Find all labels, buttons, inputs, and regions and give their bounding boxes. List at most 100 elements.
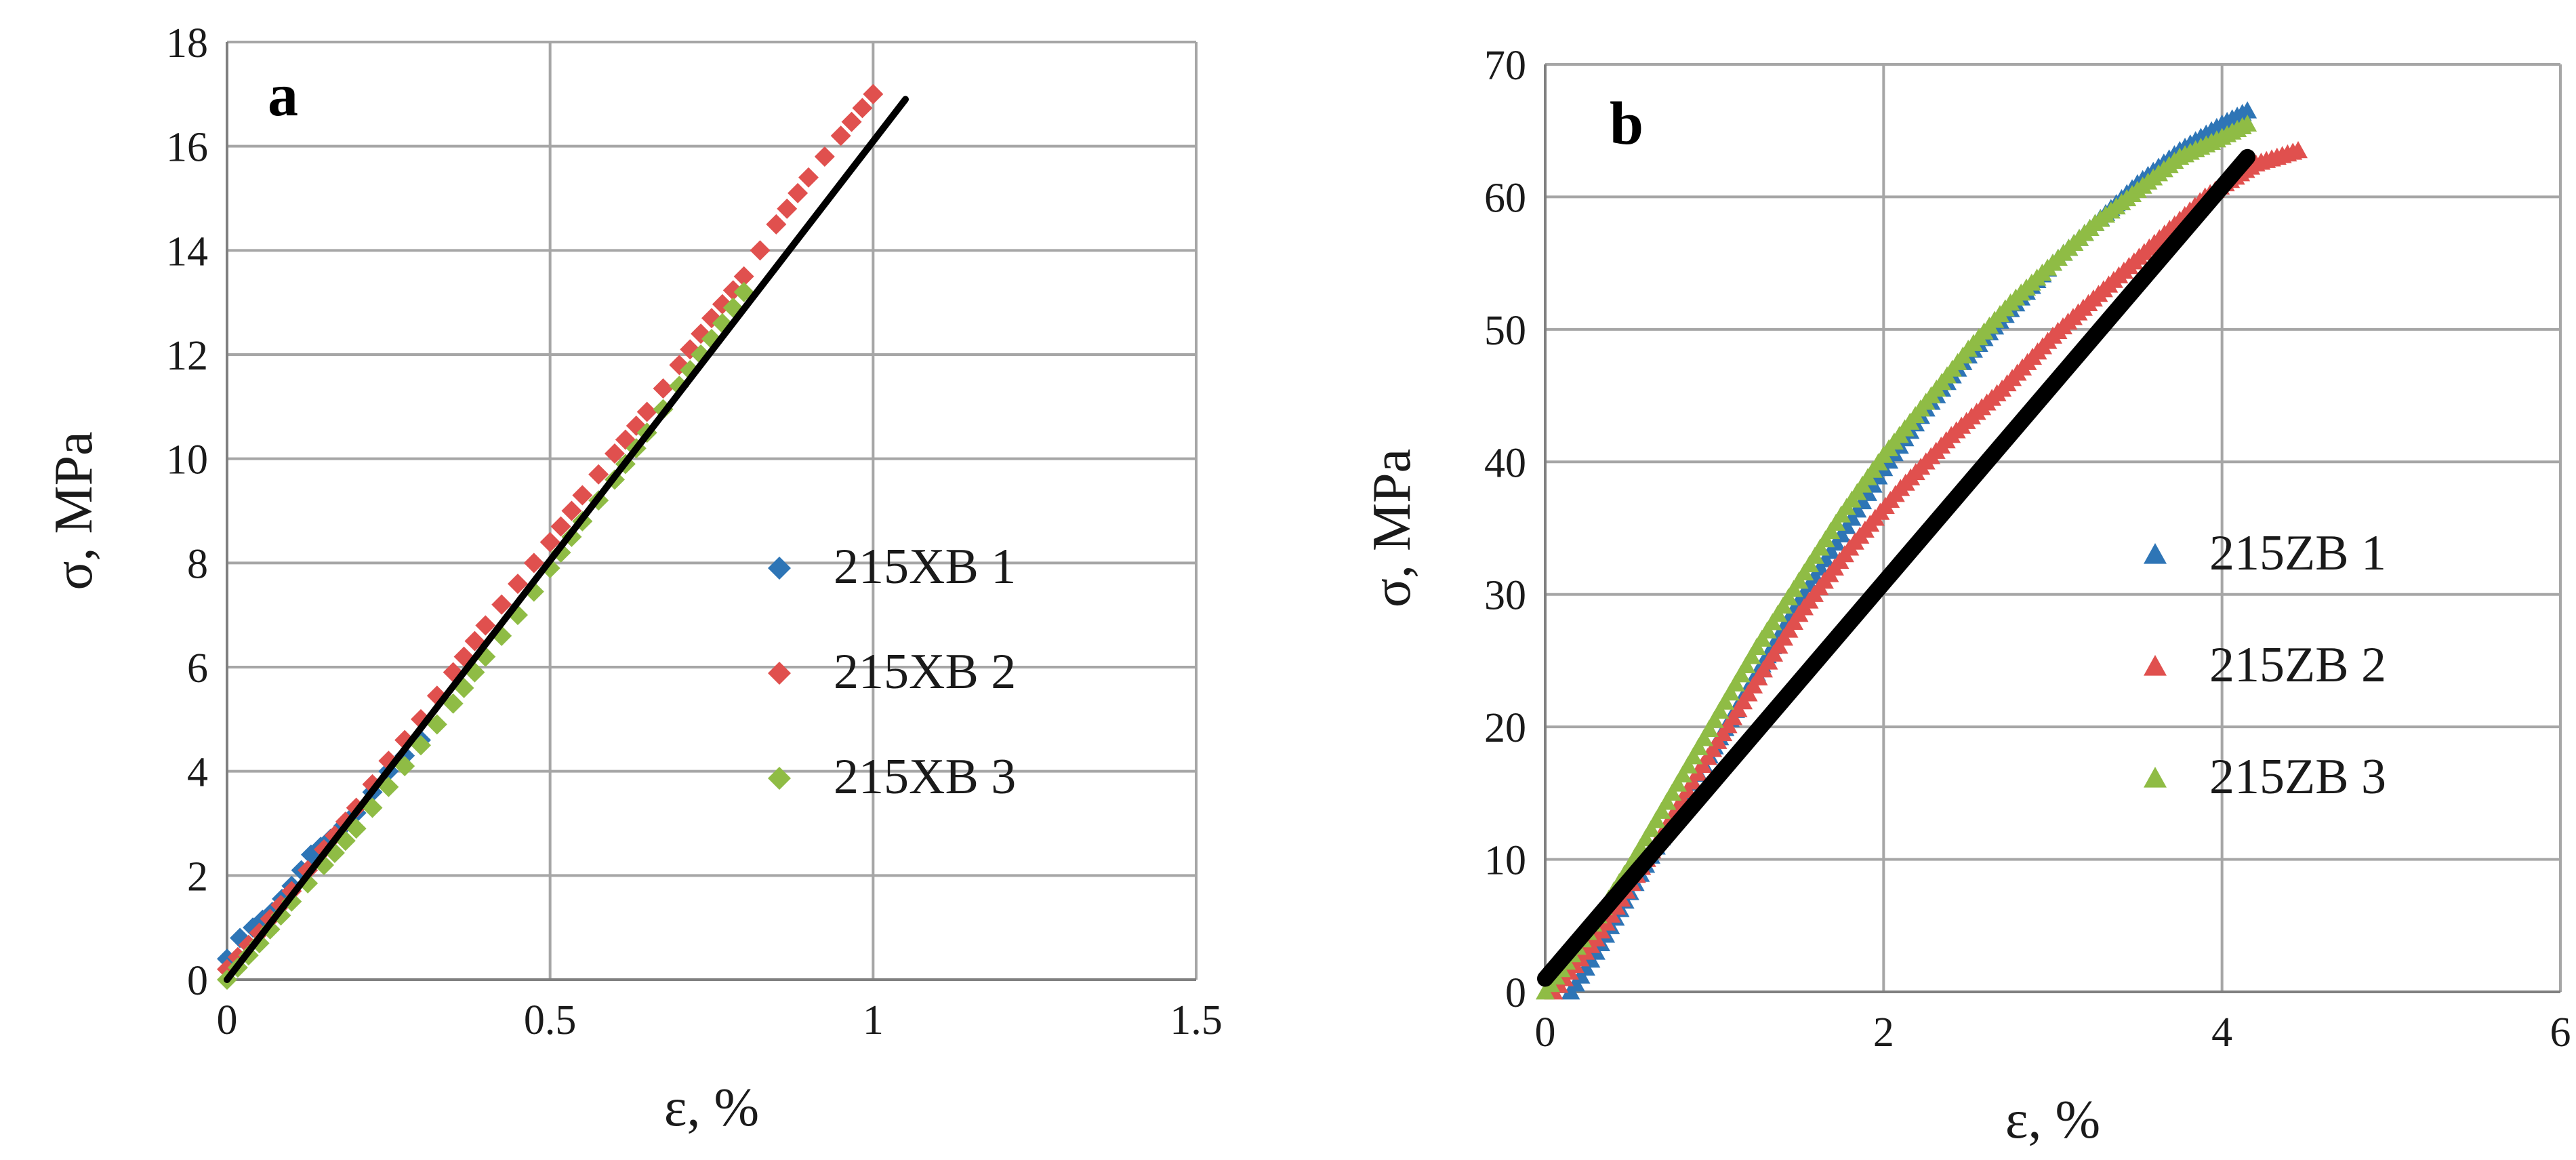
data-point: [475, 615, 496, 636]
y-axis-label: σ, MPa: [1362, 449, 1422, 607]
x-axis-label: ε, %: [2005, 1090, 2100, 1150]
data-point: [1725, 674, 1745, 692]
legend-marker: [2144, 767, 2167, 788]
y-tick-label: 6: [187, 645, 208, 692]
data-point: [523, 553, 544, 574]
y-tick-label: 50: [1484, 308, 1526, 354]
x-axis-label: ε, %: [664, 1078, 759, 1138]
y-tick-label: 60: [1484, 175, 1526, 221]
data-point: [1721, 683, 1740, 701]
data-point: [863, 83, 884, 104]
y-tick-label: 0: [1505, 970, 1526, 1016]
data-point: [750, 240, 771, 261]
y-tick-label: 40: [1484, 440, 1526, 486]
x-tick-label: 1.5: [1170, 997, 1223, 1043]
data-point: [1736, 656, 1756, 673]
legend-marker: [2144, 655, 2167, 676]
data-point: [1652, 801, 1671, 819]
legend: 215ZB 1 215ZB 2 215ZB 3: [2144, 525, 2386, 805]
data-point: [1704, 711, 1724, 728]
data-point: [561, 500, 582, 521]
data-point: [1657, 793, 1677, 810]
data-point: [572, 485, 593, 506]
data-point: [443, 693, 464, 714]
y-tick-label: 18: [166, 20, 208, 66]
y-tick-label: 16: [166, 125, 208, 171]
data-point: [491, 594, 512, 615]
data-point: [1636, 829, 1656, 847]
x-tick-label: 1: [863, 997, 884, 1043]
x-tick-label: 0: [217, 997, 238, 1043]
data-point: [1699, 719, 1719, 738]
data-point: [2238, 114, 2257, 132]
data-point: [733, 266, 754, 287]
data-point: [636, 401, 657, 422]
y-tick-label: 14: [166, 228, 208, 275]
data-point: [1641, 820, 1661, 837]
data-point: [426, 714, 447, 735]
data-point: [2289, 141, 2308, 159]
panel-label: b: [1610, 90, 1643, 157]
data-point: [841, 111, 862, 132]
data-point: [1668, 774, 1688, 792]
x-tick-label: 6: [2550, 1009, 2571, 1056]
x-tick-label: 0.5: [524, 997, 577, 1043]
legend-label: 215ZB 1: [2209, 525, 2386, 581]
series-215zb-2: [1544, 141, 2308, 1000]
y-tick-label: 4: [187, 750, 208, 796]
data-point: [550, 516, 571, 537]
data-point: [1678, 756, 1698, 774]
data-point: [1742, 647, 1761, 664]
data-point: [777, 198, 798, 219]
data-point: [852, 98, 873, 119]
data-point: [1689, 738, 1709, 755]
legend-marker: [2144, 543, 2167, 564]
data-point: [1694, 729, 1714, 746]
data-point: [1646, 811, 1666, 828]
y-tick-label: 8: [187, 541, 208, 587]
y-tick-label: 70: [1484, 43, 1526, 89]
y-tick-label: 30: [1484, 573, 1526, 619]
legend-label: 215ZB 2: [2209, 637, 2386, 693]
fit-line: [224, 96, 909, 983]
legend: 215XB 1 215XB 2 215XB 3: [768, 539, 1016, 805]
y-tick-label: 10: [166, 437, 208, 483]
data-point: [1673, 765, 1692, 783]
legend-marker: [768, 767, 791, 790]
panel-label: a: [268, 62, 298, 129]
data-point: [1683, 772, 1702, 790]
data-point: [798, 167, 819, 188]
y-tick-label: 12: [166, 333, 208, 379]
chart-panel-a: 0 2 4 6 8 10 12 14 16 18 0 0.5 1 1.5 ε, % σ, MPa a 215XB …: [44, 20, 1223, 1138]
y-axis-label: σ, MPa: [44, 431, 104, 590]
data-point: [788, 182, 809, 203]
data-point: [1710, 701, 1730, 719]
data-point: [1683, 747, 1703, 765]
data-point: [588, 464, 609, 485]
data-point: [1715, 692, 1735, 710]
data-point: [766, 214, 787, 235]
legend-label: 215ZB 3: [2209, 749, 2386, 805]
data-point: [1731, 665, 1751, 683]
legend-marker: [768, 662, 791, 685]
fit-line: [1537, 148, 2256, 987]
legend-label: 215XB 2: [834, 644, 1016, 700]
data-point: [1662, 783, 1682, 801]
legend-label: 215XB 3: [834, 749, 1016, 805]
x-tick-label: 2: [1873, 1009, 1894, 1056]
data-point: [539, 532, 560, 553]
data-point: [605, 443, 625, 464]
y-tick-label: 2: [187, 854, 208, 900]
data-point: [2238, 101, 2257, 119]
data-point: [830, 125, 851, 146]
y-tick-label: 0: [187, 958, 208, 1004]
data-point: [814, 146, 835, 167]
x-tick-label: 4: [2211, 1009, 2232, 1056]
legend-label: 215XB 1: [834, 539, 1016, 595]
y-tick-label: 10: [1484, 838, 1526, 884]
legend-marker: [768, 557, 791, 580]
data-point: [1677, 780, 1697, 799]
data-point: [653, 378, 674, 399]
